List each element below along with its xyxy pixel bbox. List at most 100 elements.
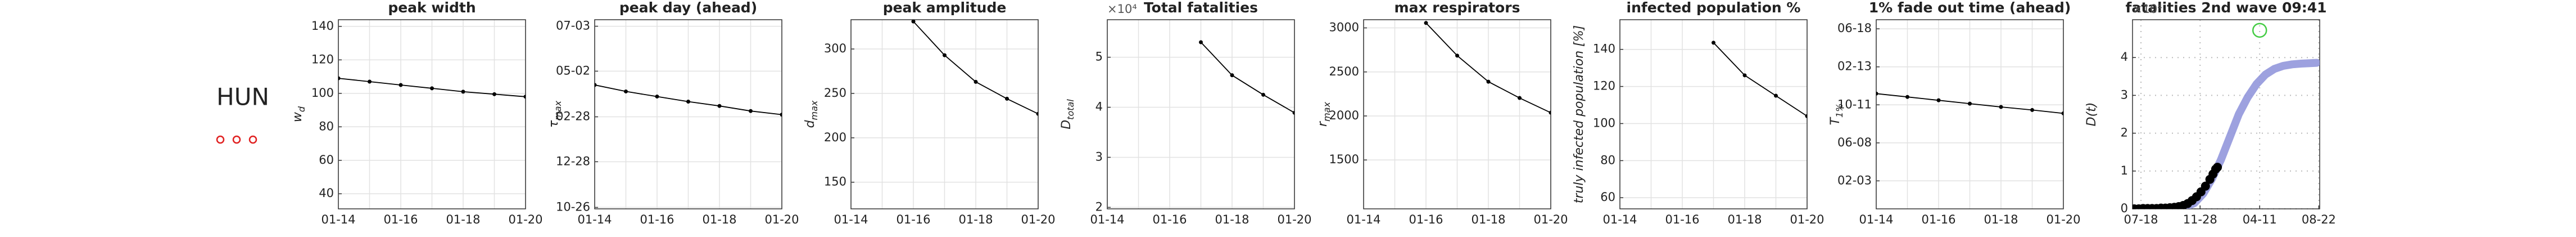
data-point bbox=[595, 83, 597, 87]
subplot: 150 200 250 300 01-14 01-16 01-18 01-20 peak amp… bbox=[803, 0, 1056, 226]
y-axis-label: wd bbox=[291, 106, 307, 122]
x-tick-label: 01-18 bbox=[1984, 213, 2018, 226]
x-tick-label: 01-20 bbox=[508, 213, 542, 226]
y-tick-label: 06-08 bbox=[1837, 136, 1872, 149]
data-point bbox=[1292, 110, 1294, 115]
y-axis-label-base: w bbox=[291, 111, 305, 122]
data-point bbox=[974, 79, 978, 84]
y-axis-label-base: d bbox=[803, 119, 817, 128]
subplot: 1500 2000 2500 3000 01-14 01-16 01-18 01-20 max … bbox=[1316, 0, 1568, 226]
chart-title: Total fatalities bbox=[1144, 0, 1258, 16]
y-tick-label: 06-18 bbox=[1837, 21, 1872, 35]
data-point bbox=[655, 94, 659, 99]
y-axis-label: D(t) bbox=[2085, 102, 2099, 127]
y-tick-label: 02-28 bbox=[556, 110, 590, 123]
y-axis-label-base: D bbox=[1060, 120, 1074, 129]
data-point bbox=[461, 90, 465, 94]
x-tick-label: 01-20 bbox=[764, 213, 799, 226]
data-point bbox=[1774, 93, 1778, 98]
data-point bbox=[2030, 108, 2034, 112]
x-tick-label: 04-11 bbox=[2243, 213, 2277, 226]
data-point bbox=[943, 53, 947, 57]
x-tick-label: 01-16 bbox=[1152, 213, 1187, 226]
x-tick-label: 01-20 bbox=[1277, 213, 1311, 226]
y-axis-label: Dtotal bbox=[1060, 99, 1076, 129]
data-point bbox=[780, 113, 782, 117]
data-point bbox=[1036, 111, 1038, 116]
x-tick-label: 11-28 bbox=[2183, 213, 2217, 226]
data-point bbox=[368, 79, 372, 84]
data-point bbox=[1805, 114, 1807, 118]
y-tick-label: 250 bbox=[824, 86, 846, 100]
x-tick-label: 01-16 bbox=[383, 213, 418, 226]
y-tick-label: 3000 bbox=[1329, 21, 1359, 34]
y-tick-label: 2500 bbox=[1329, 65, 1359, 78]
x-tick-label: 08-22 bbox=[2302, 213, 2336, 226]
y-tick-label: 4 bbox=[1095, 100, 1103, 114]
subplot: 60 80 100 120 140 01-14 01-16 01-18 01-20 infecte… bbox=[1572, 0, 1825, 226]
chart-title: peak day (ahead) bbox=[619, 0, 757, 16]
x-tick-label: 01-14 bbox=[834, 213, 868, 226]
data-line bbox=[1713, 42, 1807, 117]
data-point bbox=[1261, 92, 1265, 97]
x-tick-label: 07-18 bbox=[2124, 213, 2158, 226]
x-tick-label: 01-20 bbox=[1021, 213, 1055, 226]
chart-title: max respirators bbox=[1395, 0, 1520, 16]
y-axis-label: τmax bbox=[547, 100, 563, 128]
y-tick-label: 40 bbox=[319, 186, 334, 200]
x-tick-label: 01-14 bbox=[321, 213, 355, 226]
data-point bbox=[2213, 163, 2222, 172]
x-tick-label: 01-16 bbox=[640, 213, 674, 226]
chart-title: peak amplitude bbox=[883, 0, 1007, 16]
y-tick-label: 300 bbox=[824, 42, 846, 55]
plot-area bbox=[2133, 23, 2320, 209]
x-tick-label: 01-18 bbox=[702, 213, 736, 226]
plot-area bbox=[1876, 91, 2063, 115]
y-axis-label-sub: 1% bbox=[1834, 104, 1845, 118]
data-point bbox=[624, 89, 628, 93]
y-axis-label: rmax bbox=[1316, 102, 1332, 127]
data-point bbox=[1005, 96, 1009, 101]
data-line bbox=[1200, 42, 1294, 114]
y-tick-label: 60 bbox=[319, 153, 334, 167]
marker-icon bbox=[232, 135, 241, 144]
x-tick-label: 01-14 bbox=[1090, 213, 1124, 226]
x-tick-label: 01-18 bbox=[958, 213, 993, 226]
x-tick-label: 01-16 bbox=[1409, 213, 1443, 226]
y-tick-label: 100 bbox=[1593, 116, 1615, 129]
y-tick-label: 02-13 bbox=[1837, 60, 1872, 73]
data-point bbox=[1230, 73, 1234, 78]
data-point bbox=[1424, 21, 1428, 25]
y-tick-label: 1 bbox=[2121, 164, 2128, 177]
data-point bbox=[523, 95, 526, 99]
data-point bbox=[1936, 98, 1941, 102]
x-tick-label: 01-14 bbox=[1859, 213, 1893, 226]
y-axis-label-sub: max bbox=[553, 100, 563, 120]
marker-icon bbox=[216, 135, 225, 144]
x-tick-label: 01-20 bbox=[2046, 213, 2080, 226]
y-tick-label: 140 bbox=[311, 19, 334, 33]
data-point bbox=[1999, 105, 2003, 109]
y-axis-label-base: τ bbox=[547, 120, 561, 128]
chart-title: 1% fade out time (ahead) bbox=[1869, 0, 2071, 16]
subplot: 10-26 12-28 02-28 05-02 07-03 01-14 01-16 01-18… bbox=[547, 0, 799, 226]
x-tick-label: 01-14 bbox=[1346, 213, 1380, 226]
y-tick-label: 150 bbox=[824, 175, 846, 189]
x-tick-label: 01-18 bbox=[1215, 213, 1249, 226]
data-point bbox=[430, 86, 434, 91]
x-tick-label: 01-20 bbox=[1533, 213, 1568, 226]
plot-area bbox=[338, 76, 526, 99]
chart-title: fatalities 2nd wave 09:41 bbox=[2125, 0, 2326, 16]
data-point bbox=[749, 109, 753, 113]
y-tick-label: 80 bbox=[319, 119, 334, 133]
y-axis-label-sub: max bbox=[809, 100, 820, 120]
y-tick-label: 10-11 bbox=[1837, 97, 1872, 111]
y-tick-label: 120 bbox=[1593, 79, 1615, 93]
data-point bbox=[1486, 79, 1491, 84]
y-axis-label-base: r bbox=[1316, 120, 1330, 127]
x-tick-label: 01-14 bbox=[1602, 213, 1637, 226]
y-axis-label-base: truly infected population [%] bbox=[1572, 25, 1586, 203]
axis-multiplier: ×10⁴ bbox=[2133, 2, 2162, 16]
